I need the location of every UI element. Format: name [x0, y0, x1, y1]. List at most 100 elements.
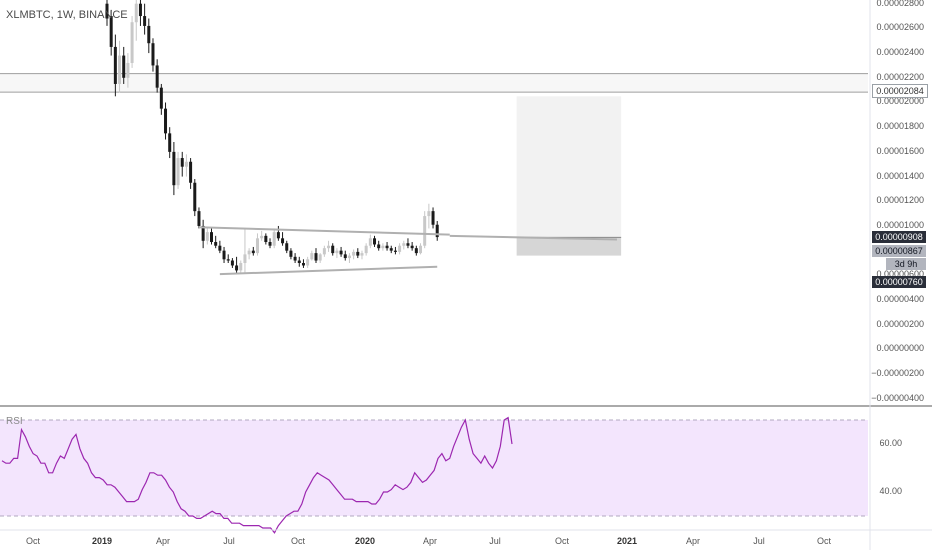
candle[interactable] [393, 246, 397, 255]
candle[interactable] [172, 141, 176, 196]
candle[interactable] [352, 249, 356, 260]
candle[interactable] [381, 243, 385, 251]
candle[interactable] [222, 246, 226, 264]
candle[interactable] [281, 232, 285, 246]
price-tick-label: 0.00001800 [876, 121, 924, 132]
candle[interactable] [356, 248, 360, 259]
candle[interactable] [377, 240, 381, 251]
candle[interactable] [268, 238, 272, 249]
candle-body [423, 216, 427, 246]
candle[interactable] [343, 250, 347, 261]
candle[interactable] [176, 151, 180, 189]
candle[interactable] [423, 211, 427, 249]
time-tick-label: Jul [753, 536, 765, 546]
candle[interactable] [414, 245, 418, 256]
candle[interactable] [322, 245, 326, 257]
candle[interactable] [134, 0, 138, 41]
candles-layer[interactable] [105, 0, 439, 275]
candle[interactable] [276, 225, 280, 241]
candle[interactable] [247, 248, 251, 260]
candle[interactable] [226, 254, 230, 264]
candle[interactable] [385, 242, 389, 251]
candle-body [352, 251, 356, 256]
candle[interactable] [210, 228, 213, 245]
candle[interactable] [435, 221, 439, 241]
candle[interactable] [138, 0, 142, 26]
candle[interactable] [402, 240, 406, 250]
time-tick-label: Oct [25, 536, 41, 546]
candle[interactable] [297, 256, 301, 267]
candle[interactable] [214, 235, 218, 249]
time-tick-label: Apr [685, 536, 701, 546]
candle[interactable] [255, 233, 259, 256]
candle[interactable] [230, 258, 234, 268]
trendlines-layer[interactable] [198, 226, 617, 276]
candle[interactable] [331, 243, 335, 256]
candle[interactable] [143, 3, 147, 35]
candle[interactable] [155, 59, 159, 93]
candle[interactable] [151, 38, 155, 72]
candle[interactable] [147, 18, 151, 54]
candle[interactable] [419, 243, 422, 255]
candle[interactable] [335, 248, 339, 259]
candle[interactable] [235, 256, 239, 275]
candle[interactable] [251, 246, 255, 256]
candle[interactable] [285, 240, 289, 254]
candle[interactable] [122, 46, 126, 84]
candle[interactable] [180, 151, 184, 177]
candle[interactable] [301, 259, 305, 268]
candle[interactable] [218, 240, 222, 254]
candle[interactable] [360, 250, 364, 260]
candle[interactable] [373, 235, 377, 247]
candle[interactable] [118, 40, 122, 93]
candle[interactable] [293, 253, 297, 264]
candle[interactable] [201, 219, 205, 249]
candle-body [138, 3, 142, 17]
candle[interactable] [318, 253, 322, 264]
candle[interactable] [130, 16, 134, 68]
candle[interactable] [113, 34, 117, 97]
candle[interactable] [260, 230, 264, 241]
candle[interactable] [389, 245, 393, 254]
candle[interactable] [272, 228, 276, 249]
candle[interactable] [306, 256, 310, 268]
candle[interactable] [431, 207, 435, 229]
candle[interactable] [410, 242, 414, 251]
candle[interactable] [339, 246, 343, 257]
candle[interactable] [205, 228, 209, 245]
rsi-pane[interactable] [0, 405, 932, 534]
candle[interactable] [105, 0, 109, 26]
candle[interactable] [310, 250, 314, 261]
candle[interactable] [164, 102, 168, 140]
candle-body [184, 161, 188, 167]
rsi-line[interactable] [1, 416, 513, 534]
candle[interactable] [184, 154, 188, 177]
candle[interactable] [193, 179, 197, 217]
candle[interactable] [159, 83, 163, 115]
candle[interactable] [239, 260, 243, 273]
candle-body [293, 256, 297, 261]
candle[interactable] [168, 127, 172, 159]
candle[interactable] [264, 233, 268, 245]
candle[interactable] [314, 248, 318, 264]
candle[interactable] [289, 248, 293, 260]
candle[interactable] [368, 234, 372, 249]
candle-body [134, 3, 138, 23]
candle-body [285, 243, 289, 251]
candle[interactable] [406, 238, 410, 249]
candle-body [226, 259, 230, 261]
candle[interactable] [109, 9, 113, 56]
candle-body [235, 265, 239, 271]
candle-body [230, 260, 234, 266]
candle[interactable] [364, 243, 368, 256]
candle[interactable] [243, 228, 247, 273]
candle-body [172, 151, 176, 186]
candle[interactable] [427, 203, 431, 229]
candle[interactable] [398, 243, 402, 255]
candle[interactable] [126, 53, 130, 88]
candle[interactable] [347, 253, 351, 264]
candle[interactable] [327, 240, 331, 252]
candle[interactable] [189, 158, 193, 189]
candle[interactable] [197, 207, 201, 229]
